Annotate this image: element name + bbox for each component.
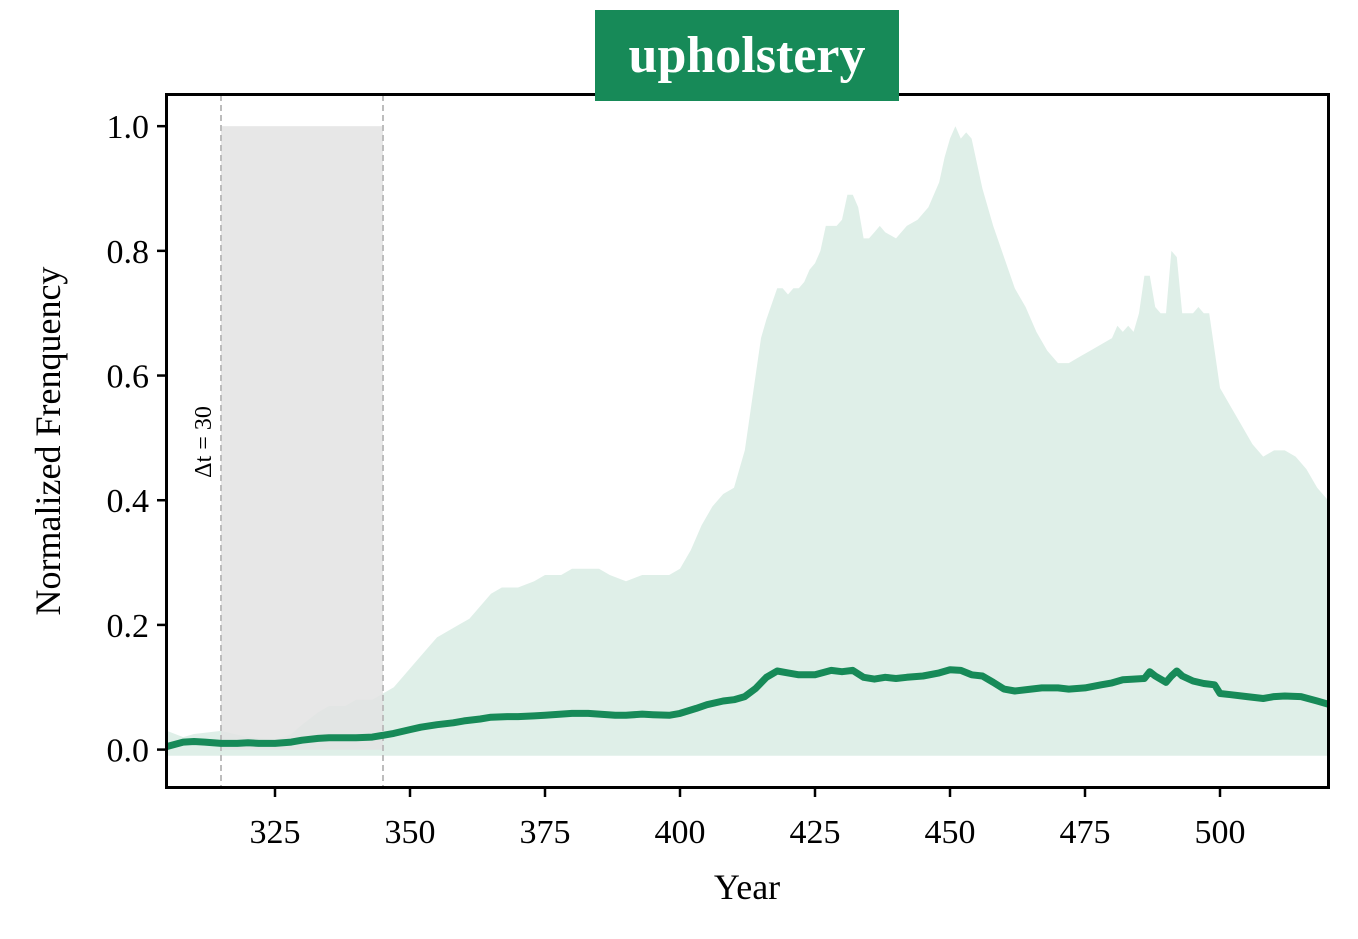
y-tick-label: 0.2 [107,608,150,645]
y-tick-label: 0.0 [107,733,150,770]
y-tick-label: 0.4 [107,483,150,520]
x-tick-label: 350 [385,814,436,851]
y-tick-label: 0.6 [107,359,150,396]
y-tick-label: 0.8 [107,234,150,271]
y-axis-label: Normalized Frenquency [28,267,68,616]
y-tick-label: 1.0 [107,109,150,146]
x-axis: 325 350 375 400 425 450 475 500 [250,787,1246,851]
window-shade [221,126,383,750]
x-tick-label: 425 [790,814,841,851]
window-annotation: Δt = 30 [191,406,217,478]
plot-layer [167,95,1328,787]
x-tick-label: 325 [250,814,301,851]
x-tick-label: 400 [655,814,706,851]
x-tick-label: 375 [520,814,571,851]
x-tick-label: 500 [1195,814,1246,851]
x-axis-label: Year [714,867,780,907]
y-axis: 0.0 0.2 0.4 0.6 0.8 1.0 [107,109,167,770]
range-band [167,126,1328,756]
x-tick-label: 475 [1060,814,1111,851]
x-tick-label: 450 [925,814,976,851]
chart-title: upholstery [595,10,899,101]
mean-line [167,666,1328,750]
